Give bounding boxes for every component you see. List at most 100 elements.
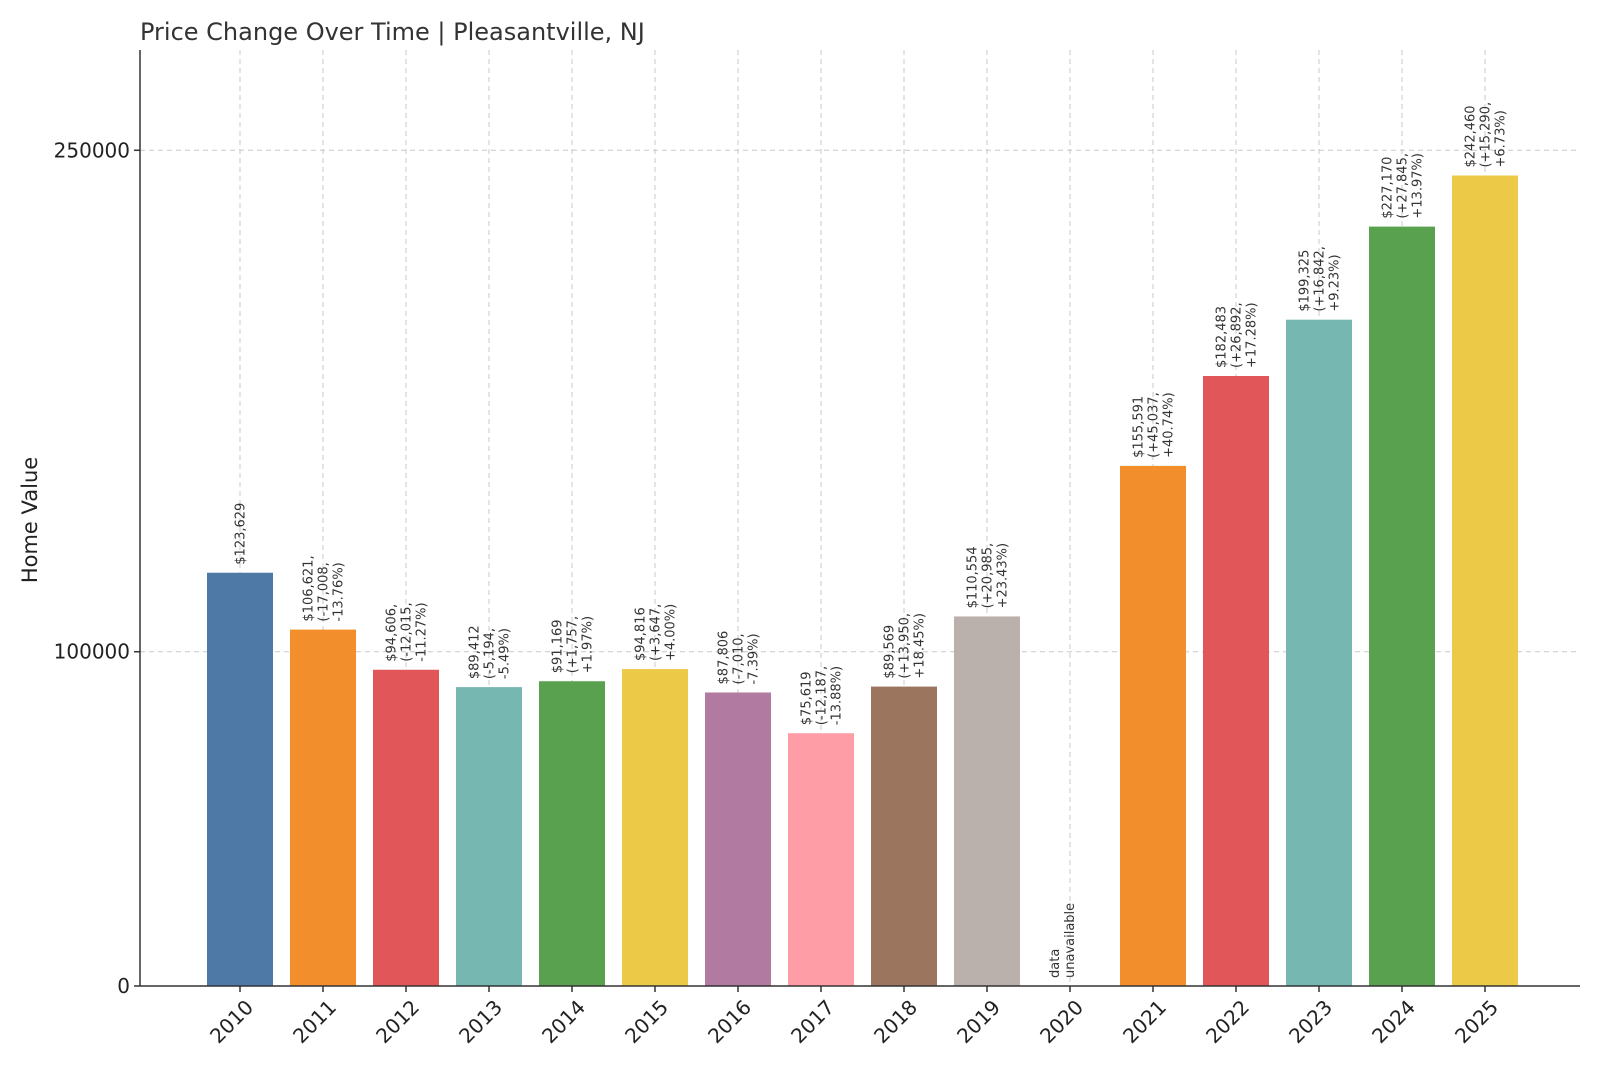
value-label-line: $91,169: [551, 619, 566, 673]
value-label-2016: $87,806(-7,010,-7.39%): [717, 631, 762, 685]
x-tick-label-2019: 2019: [952, 995, 1005, 1048]
value-label-line: $123,629: [234, 503, 249, 565]
value-label-line: -11.27%): [415, 602, 430, 661]
value-label-line: $89,412: [468, 625, 483, 679]
x-tick-label-2013: 2013: [454, 995, 507, 1048]
value-label-line: $106,621,: [302, 555, 317, 621]
value-label-line: $242,460: [1464, 105, 1479, 167]
value-label-line: -5.49%): [498, 628, 513, 679]
value-label-2025: $242,460(+15,290,+6.73%): [1464, 102, 1509, 168]
bar-2014: [539, 681, 605, 986]
value-label-line: (+20,985,: [981, 543, 996, 609]
value-label-line: (-17,008,: [317, 562, 332, 621]
value-label-2022: $182,483(+26,892,+17.28%): [1215, 302, 1260, 368]
bar-2012: [373, 669, 439, 986]
value-label-2011: $106,621,(-17,008,-13.76%): [302, 555, 347, 621]
bar-2021: [1120, 465, 1186, 987]
value-label-line: (-12,187,: [815, 666, 830, 725]
value-label-line: $94,816: [634, 607, 649, 661]
y-tick-label: 0: [117, 974, 130, 998]
value-label-2024: $227,170(+27,845,+13.97%): [1381, 153, 1426, 219]
bars: [207, 175, 1518, 987]
value-label-line: -13.88%): [830, 666, 845, 725]
y-tick-label: 250000: [54, 138, 130, 162]
y-axis-label: Home Value: [18, 457, 42, 583]
value-label-line: $94,606,: [385, 604, 400, 662]
value-label-line: $199,325: [1298, 250, 1313, 312]
axes: [134, 50, 1580, 992]
x-tick-label-2011: 2011: [288, 995, 341, 1048]
value-label-line: (+13,950,: [898, 613, 913, 679]
x-tick-label-2014: 2014: [537, 995, 590, 1048]
bar-2013: [456, 687, 522, 986]
value-label-line: $87,806: [717, 631, 732, 685]
value-label-2023: $199,325(+16,842,+9.23%): [1298, 246, 1343, 312]
value-label-line: $155,591: [1132, 396, 1147, 458]
value-label-line: -7.39%): [747, 633, 762, 684]
y-tick-label: 100000: [54, 640, 130, 664]
value-label-2015: $94,816(+3,647,+4.00%): [634, 604, 679, 661]
bar-2018: [871, 686, 937, 986]
value-label-2017: $75,619(-12,187,-13.88%): [800, 666, 845, 725]
bar-2010: [207, 572, 273, 986]
x-tick-label-2017: 2017: [786, 995, 839, 1048]
x-tick-label-2021: 2021: [1118, 995, 1171, 1048]
value-label-line: $110,554: [966, 546, 981, 608]
x-tick-label-2024: 2024: [1367, 995, 1420, 1048]
x-tick-label-2018: 2018: [869, 995, 922, 1048]
value-label-line: $182,483: [1215, 306, 1230, 368]
value-label-line: (-7,010,: [732, 633, 747, 684]
value-label-line: +6.73%): [1494, 110, 1509, 167]
value-label-line: +18.45%): [913, 613, 928, 679]
value-label-line: (+1,757,: [566, 616, 581, 673]
value-label-line: +13.97%): [1411, 153, 1426, 219]
x-tick-label-2022: 2022: [1201, 995, 1254, 1048]
value-label-line: unavailable: [1063, 903, 1078, 978]
value-label-line: +4.00%): [664, 604, 679, 661]
value-label-2012: $94,606,(-12,015,-11.27%): [385, 602, 430, 661]
value-label-line: $89,569: [883, 625, 898, 679]
bar-2025: [1452, 175, 1518, 987]
value-label-line: (+3,647,: [649, 604, 664, 661]
x-tick-label-2012: 2012: [371, 995, 424, 1048]
value-label-line: (+45,037,: [1147, 392, 1162, 458]
value-label-line: +9.23%): [1328, 254, 1343, 311]
bar-2017: [788, 733, 854, 986]
x-tick-label-2023: 2023: [1284, 995, 1337, 1048]
bar-2024: [1369, 226, 1435, 986]
value-label-line: +23.43%): [996, 543, 1011, 609]
value-label-2014: $91,169(+1,757,+1.97%): [551, 616, 596, 673]
chart-title: Price Change Over Time | Pleasantville, …: [140, 18, 645, 46]
value-label-line: (-5,194,: [483, 628, 498, 679]
value-label-line: data: [1048, 949, 1063, 978]
value-label-line: -13.76%): [332, 562, 347, 621]
value-label-2019: $110,554(+20,985,+23.43%): [966, 543, 1011, 609]
value-label-2018: $89,569(+13,950,+18.45%): [883, 613, 928, 679]
data-labels: $123,629 $106,621,(-17,008,-13.76%) $94,60…: [234, 102, 1509, 978]
x-tick-label-2020: 2020: [1035, 995, 1088, 1048]
value-label-line: +1.97%): [581, 616, 596, 673]
value-label-line: $227,170: [1381, 157, 1396, 219]
x-tick-label-2015: 2015: [620, 995, 673, 1048]
value-label-2010: $123,629: [234, 503, 249, 565]
bar-2022: [1203, 375, 1269, 986]
bar-2015: [622, 669, 688, 986]
value-label-line: (+15,290,: [1479, 102, 1494, 168]
value-label-2021: $155,591(+45,037,+40.74%): [1132, 392, 1177, 458]
value-label-line: +17.28%): [1245, 302, 1260, 368]
value-label-line: +40.74%): [1162, 392, 1177, 458]
x-tick-label-2016: 2016: [703, 995, 756, 1048]
value-label-2013: $89,412(-5,194,-5.49%): [468, 625, 513, 679]
value-label-line: (+16,842,: [1313, 246, 1328, 312]
bar-2016: [705, 692, 771, 986]
value-label-line: (+26,892,: [1230, 302, 1245, 368]
bar-2023: [1286, 319, 1352, 986]
x-tick-label-2025: 2025: [1450, 995, 1503, 1048]
x-tick-label-2010: 2010: [205, 995, 258, 1048]
value-label-line: (-12,015,: [400, 602, 415, 661]
value-label-2020: dataunavailable: [1048, 903, 1078, 978]
bar-2011: [290, 629, 356, 986]
value-label-line: (+27,845,: [1396, 153, 1411, 219]
value-label-line: $75,619: [800, 671, 815, 725]
